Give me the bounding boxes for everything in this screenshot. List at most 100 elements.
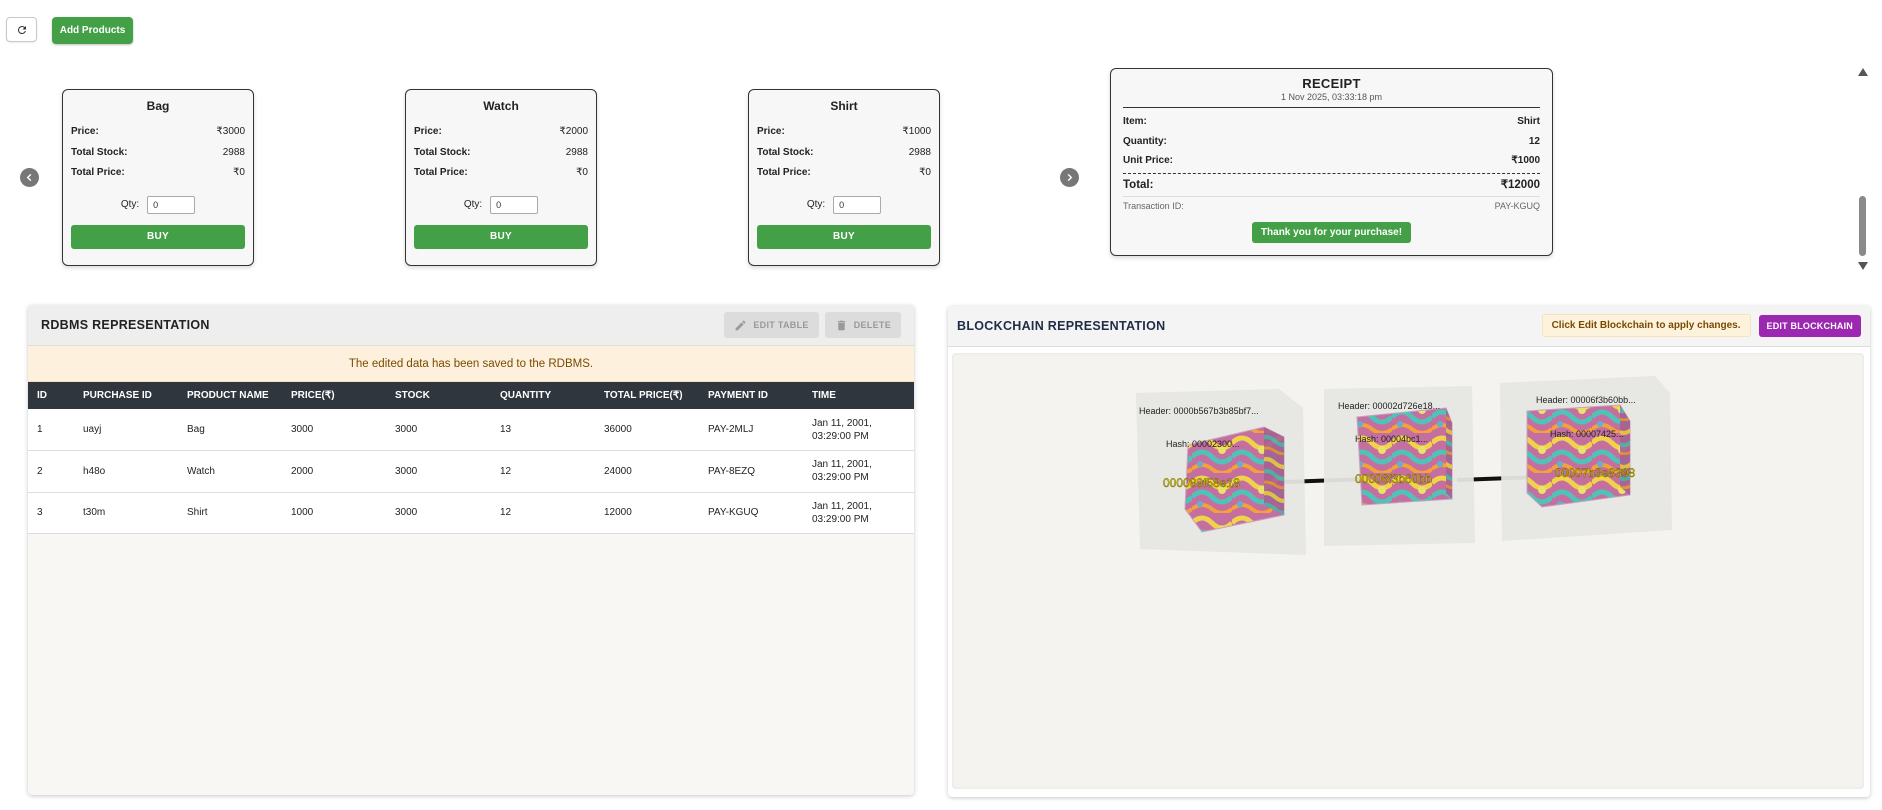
- product-name: Bag: [146, 99, 170, 113]
- scroll-down-arrow-icon[interactable]: [1858, 262, 1868, 270]
- chevron-right-icon: [1067, 173, 1073, 182]
- column-header: QUANTITY: [491, 382, 595, 409]
- table-cell: Jan 11, 2001, 03:29:00 PM: [803, 492, 914, 534]
- blockchain-panel: BLOCKCHAIN REPRESENTATION Click Edit Blo…: [948, 306, 1870, 797]
- transaction-label: Transaction ID:: [1123, 200, 1184, 211]
- block-hash-text: Hash: 00007425...: [1550, 429, 1624, 439]
- table-cell: Watch: [178, 450, 282, 493]
- blockchain-header: BLOCKCHAIN REPRESENTATION Click Edit Blo…: [948, 306, 1870, 347]
- table-cell: 24000: [595, 450, 699, 493]
- table-cell: PAY-KGUQ: [699, 492, 803, 534]
- product-card-shirt: Shirt Price: ₹1000 Total Stock: 2988 Total…: [748, 89, 940, 266]
- receipt-quantity-row: Quantity: 12: [1123, 132, 1540, 152]
- table-cell: Bag: [178, 409, 282, 451]
- column-header: STOCK: [386, 382, 491, 409]
- block-id-text: 00006f3b60bb: [1355, 472, 1432, 486]
- price-value: ₹3000: [216, 126, 245, 137]
- table-cell: 1: [28, 409, 74, 451]
- rdbms-title: RDBMS REPRESENTATION: [41, 318, 210, 332]
- table-cell: Jan 11, 2001, 03:29:00 PM: [803, 450, 914, 493]
- rdbms-table: ID PURCHASE ID PRODUCT NAME PRICE(₹) STO…: [28, 382, 914, 534]
- product-card-watch: Watch Price: ₹2000 Total Stock: 2988 Total…: [405, 89, 597, 266]
- receipt-title: RECEIPT: [1302, 76, 1361, 91]
- buy-button[interactable]: BUY: [414, 224, 588, 249]
- column-header: TIME: [803, 382, 914, 409]
- qty-input[interactable]: [490, 195, 539, 214]
- qty-label: Qty:: [806, 199, 826, 210]
- stock-row: Total Stock: 2988: [757, 143, 931, 164]
- block-header-text: Header: 00006f3b60bb...: [1536, 395, 1636, 405]
- stock-value: 2988: [908, 146, 931, 158]
- blockchain-scene: Header: 0000b567b3b85bf7... Hash: 000023…: [1136, 376, 1672, 555]
- receipt-dashed-divider: [1123, 172, 1540, 174]
- edit-table-button[interactable]: EDIT TABLE: [724, 312, 819, 338]
- table-cell: 36000: [595, 409, 699, 451]
- table-cell: 13: [491, 409, 595, 451]
- qty-input[interactable]: [833, 195, 882, 214]
- table-cell: uayj: [74, 409, 178, 451]
- refresh-icon: [17, 25, 26, 34]
- receipt-unit-price-row: Unit Price: ₹1000: [1123, 151, 1540, 171]
- block-hash-text: Hash: 00004bc1...: [1355, 434, 1428, 444]
- price-row: Price: ₹3000: [71, 122, 245, 143]
- refresh-button[interactable]: [6, 17, 37, 42]
- total-value: ₹0: [919, 167, 931, 178]
- column-header: PRICE(₹): [282, 382, 386, 409]
- block-3[interactable]: Header: 00006f3b60bb... Hash: 00007425..…: [1500, 376, 1672, 541]
- table-cell: 2: [28, 450, 74, 493]
- block-1[interactable]: Header: 0000b567b3b85bf7... Hash: 000023…: [1136, 389, 1306, 555]
- add-products-button[interactable]: Add Products: [52, 17, 133, 44]
- block-header-text: Header: 00002d726e18...: [1338, 401, 1440, 411]
- stock-label: Total Stock:: [71, 146, 128, 158]
- delete-label: DELETE: [853, 320, 891, 330]
- qty-input[interactable]: [147, 195, 196, 214]
- total-label: Total Price:: [71, 167, 125, 178]
- block-2[interactable]: Header: 00002d726e18... Hash: 00004bc1..…: [1324, 386, 1475, 546]
- table-row: 1 uayj Bag 3000 3000 13 36000 PAY-2MLJ J…: [28, 409, 914, 451]
- price-row: Price: ₹1000: [757, 122, 931, 143]
- delete-button[interactable]: DELETE: [824, 312, 901, 338]
- price-label: Price:: [71, 126, 99, 137]
- total-label: Total Price:: [414, 167, 468, 178]
- trash-icon: [837, 320, 845, 330]
- total-value: ₹0: [576, 167, 588, 178]
- rdbms-actions: EDIT TABLE DELETE: [724, 312, 901, 338]
- table-cell: PAY-2MLJ: [699, 409, 803, 451]
- table-cell: 3000: [386, 409, 491, 451]
- stock-label: Total Stock:: [414, 146, 471, 158]
- blockchain-canvas[interactable]: Header: 0000b567b3b85bf7... Hash: 000023…: [952, 353, 1864, 789]
- qty-label: Qty:: [463, 199, 483, 210]
- scroll-up-arrow-icon[interactable]: [1858, 68, 1868, 76]
- table-cell: PAY-8EZQ: [699, 450, 803, 493]
- qty-row: Qty:: [414, 195, 588, 215]
- pencil-icon: [735, 320, 746, 330]
- product-card-bag: Bag Price: ₹3000 Total Stock: 2988 Total P…: [62, 89, 254, 266]
- total-row: Total Price: ₹0: [414, 163, 588, 184]
- total-row: Total Price: ₹0: [71, 163, 245, 184]
- table-cell: 12: [491, 450, 595, 493]
- total-label: Total:: [1123, 178, 1154, 191]
- receipt-divider: [1123, 107, 1540, 108]
- scrollbar[interactable]: [1856, 66, 1870, 272]
- quantity-value: 12: [1528, 135, 1540, 147]
- table-cell: 2000: [282, 450, 386, 493]
- carousel-next-button[interactable]: [1060, 168, 1079, 187]
- chevron-left-icon: [26, 173, 32, 182]
- unit-price-value: ₹1000: [1511, 155, 1540, 166]
- item-label: Item:: [1123, 116, 1147, 127]
- carousel-prev-button[interactable]: [20, 168, 39, 187]
- receipt-total-row: Total: ₹12000: [1123, 174, 1540, 196]
- edit-blockchain-button[interactable]: EDIT BLOCKCHAIN: [1758, 314, 1861, 337]
- rdbms-header: RDBMS REPRESENTATION EDIT TABLE DELETE: [28, 305, 914, 346]
- buy-button[interactable]: BUY: [757, 224, 931, 249]
- qty-row: Qty:: [757, 195, 931, 215]
- receipt: RECEIPT 1 Nov 2025, 03:33:18 pm Item: Shi…: [1110, 68, 1553, 256]
- table-row: 2 h48o Watch 2000 3000 12 24000 PAY-8EZQ…: [28, 450, 914, 493]
- stock-value: 2988: [565, 146, 588, 158]
- scrollbar-thumb[interactable]: [1859, 196, 1866, 256]
- receipt-date: 1 Nov 2025, 03:33:18 pm: [1280, 92, 1383, 102]
- buy-button[interactable]: BUY: [71, 224, 245, 249]
- table-cell: 12: [491, 492, 595, 534]
- product-name: Watch: [483, 99, 519, 113]
